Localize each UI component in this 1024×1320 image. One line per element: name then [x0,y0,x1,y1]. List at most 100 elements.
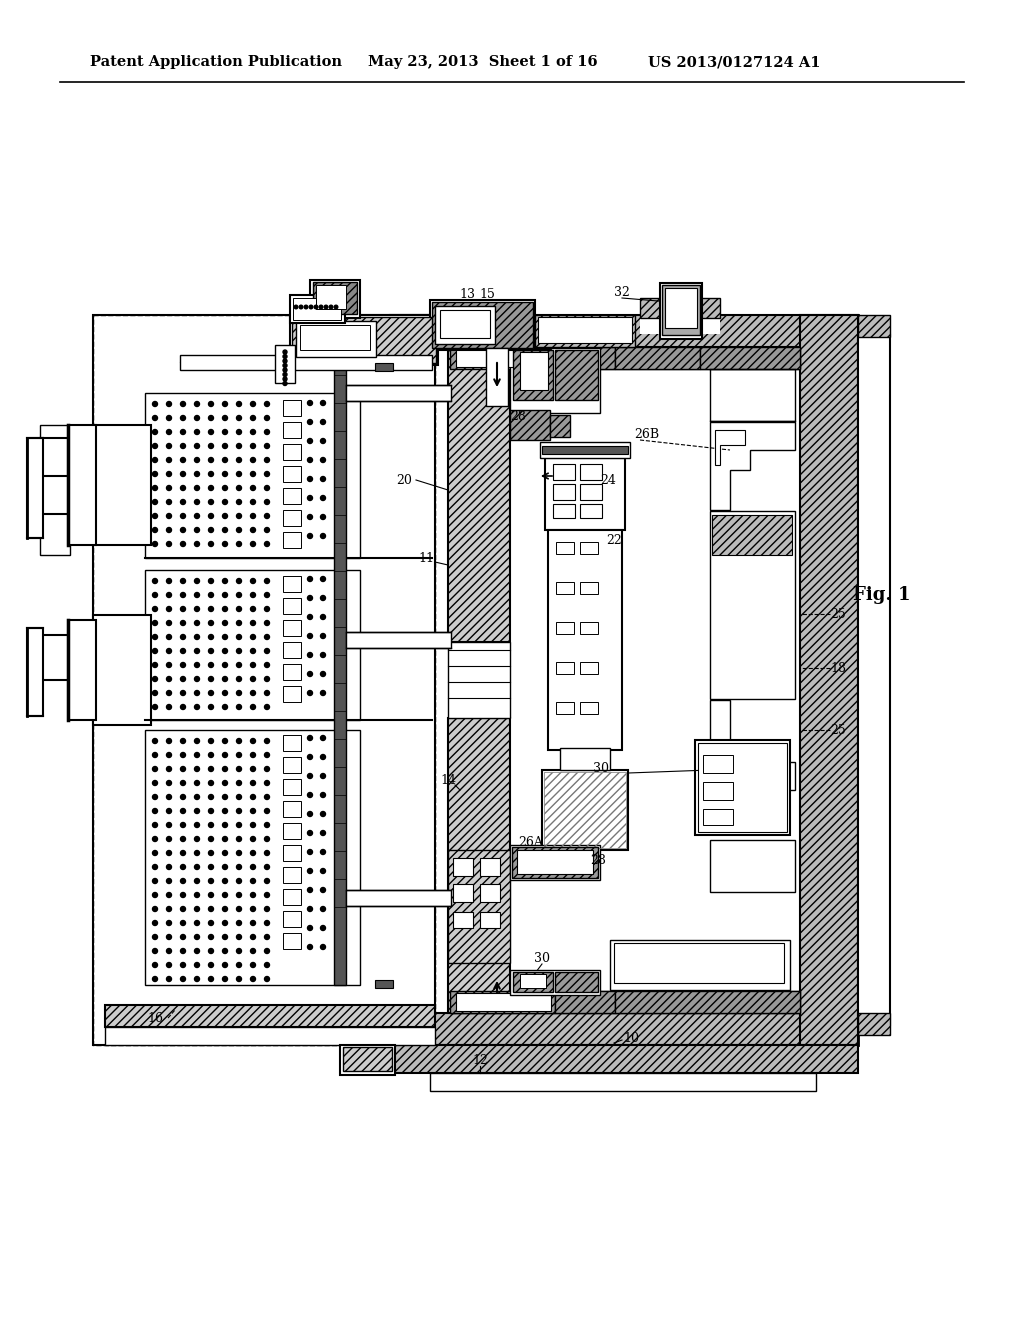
Circle shape [237,676,242,681]
Circle shape [237,767,242,771]
Circle shape [222,920,227,925]
Circle shape [153,795,158,800]
Text: US 2013/0127124 A1: US 2013/0127124 A1 [648,55,820,69]
Circle shape [321,925,326,931]
Circle shape [180,606,185,611]
Bar [580,622,598,634]
Bar [296,321,376,356]
Circle shape [307,577,312,582]
Bar [432,302,534,348]
Circle shape [283,363,287,367]
Text: 18: 18 [830,661,846,675]
Circle shape [195,458,200,462]
Text: 28: 28 [510,411,526,424]
Circle shape [180,429,185,434]
Circle shape [264,850,269,855]
Circle shape [307,533,312,539]
Bar [545,458,625,531]
Circle shape [180,822,185,828]
Circle shape [264,892,269,898]
Circle shape [222,541,227,546]
Circle shape [283,350,287,354]
Circle shape [222,907,227,912]
Circle shape [307,850,312,854]
Circle shape [299,305,303,309]
Circle shape [321,577,326,582]
Circle shape [283,368,287,372]
Circle shape [237,499,242,504]
Circle shape [167,416,171,421]
Circle shape [195,593,200,598]
Circle shape [209,444,213,449]
Text: 22: 22 [606,533,622,546]
Circle shape [209,795,213,800]
Circle shape [180,705,185,710]
Circle shape [153,429,158,434]
Circle shape [195,879,200,883]
Circle shape [251,471,256,477]
Circle shape [209,541,213,546]
Circle shape [153,606,158,611]
Circle shape [237,635,242,639]
Circle shape [167,949,171,953]
Circle shape [319,305,323,309]
Bar [283,642,301,657]
Bar [390,315,858,347]
Bar [540,442,630,458]
Bar [283,822,301,840]
Circle shape [180,892,185,898]
Bar [27,438,43,539]
Circle shape [321,907,326,912]
Circle shape [180,962,185,968]
Circle shape [209,486,213,491]
Circle shape [251,865,256,870]
Circle shape [321,792,326,797]
Circle shape [251,578,256,583]
Circle shape [222,635,227,639]
Bar [698,743,787,832]
Circle shape [209,528,213,532]
Bar [340,1045,395,1074]
Circle shape [195,401,200,407]
Circle shape [180,977,185,982]
Bar [105,1027,435,1045]
Circle shape [167,593,171,598]
Circle shape [307,495,312,500]
Circle shape [321,812,326,817]
Circle shape [264,416,269,421]
Circle shape [237,795,242,800]
Bar [640,298,720,318]
Circle shape [321,595,326,601]
Bar [858,335,890,1026]
Circle shape [167,676,171,681]
Circle shape [153,892,158,898]
Circle shape [264,663,269,668]
Bar [580,702,598,714]
Circle shape [264,486,269,491]
Circle shape [195,620,200,626]
Circle shape [251,663,256,668]
Circle shape [264,767,269,771]
Bar [556,663,574,675]
Circle shape [222,752,227,758]
Bar [105,1005,435,1027]
Circle shape [237,935,242,940]
Circle shape [283,359,287,363]
Bar [283,686,301,702]
Circle shape [329,305,333,309]
Bar [450,991,555,1012]
Circle shape [321,438,326,444]
Circle shape [153,879,158,883]
Bar [480,858,500,876]
Circle shape [195,429,200,434]
Circle shape [237,962,242,968]
Circle shape [222,892,227,898]
Circle shape [307,830,312,836]
Bar [580,465,602,480]
Circle shape [307,634,312,639]
Bar [283,911,301,927]
Bar [375,363,393,371]
Bar [662,285,700,335]
Circle shape [153,471,158,477]
Circle shape [153,808,158,813]
